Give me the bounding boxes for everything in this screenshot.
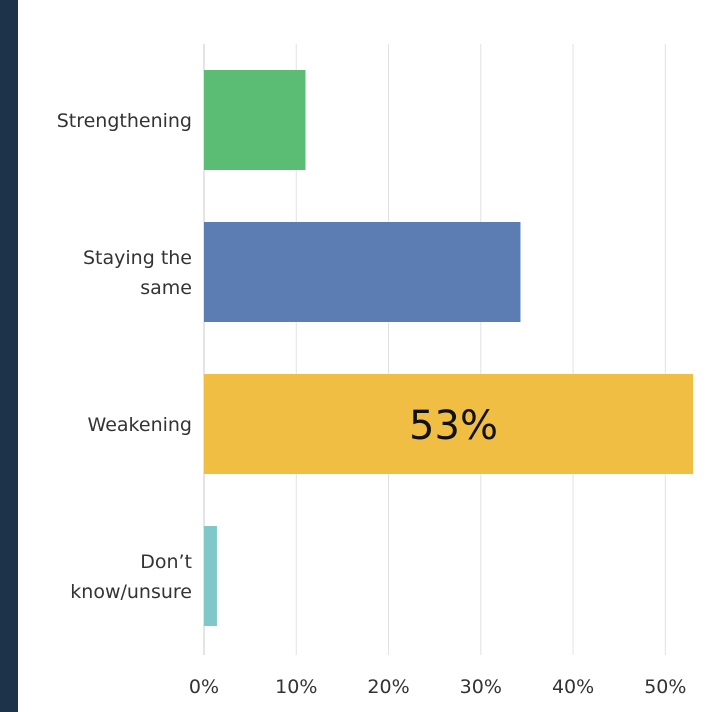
data-labels: 53% <box>409 403 498 449</box>
x-tick-label: 10% <box>275 676 317 698</box>
x-tick-label: 20% <box>367 676 409 698</box>
x-tick-labels: 0% 10% 20% 30% 40% 50% <box>189 676 687 698</box>
category-labels: Strengthening Staying the same Weakening Don… <box>57 110 192 603</box>
category-label: Weakening <box>88 414 192 436</box>
x-tick-label: 0% <box>189 676 219 698</box>
bar-0 <box>204 70 306 170</box>
bar-2 <box>204 374 693 474</box>
x-tick-label: 30% <box>460 676 502 698</box>
bar-1 <box>204 222 521 322</box>
category-label: Don’t know/unsure <box>70 551 192 603</box>
category-label: Staying the same <box>83 247 192 299</box>
bar-chart: Strengthening Staying the same Weakening Don… <box>57 44 693 698</box>
category-label: Strengthening <box>57 110 192 132</box>
x-tick-label: 50% <box>644 676 686 698</box>
chart-card: Strengthening Staying the same Weakening Don… <box>18 0 724 712</box>
bar-3 <box>204 526 217 626</box>
bars <box>204 70 693 626</box>
data-label: 53% <box>409 403 498 449</box>
x-tick-label: 40% <box>552 676 594 698</box>
